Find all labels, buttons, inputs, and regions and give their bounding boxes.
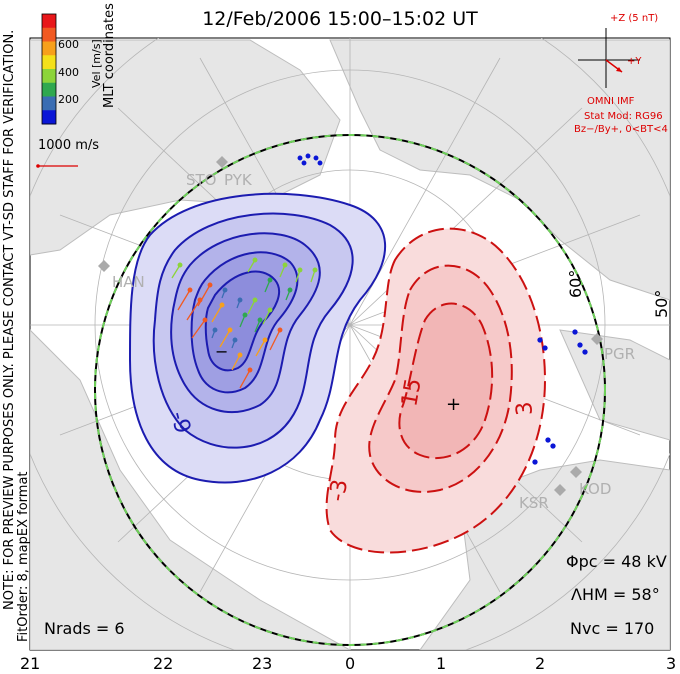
hm-boundary-dashes — [94, 134, 606, 646]
latitude-label-50: 50° — [652, 289, 671, 318]
stat-n-vc: Nvc = 170 — [570, 619, 655, 638]
imf-model: Stat Mod: RG96 — [584, 111, 663, 122]
stat-phi-pc: Φpc = 48 kV — [566, 552, 667, 571]
negative-potential-cell: − — [128, 192, 386, 484]
colorbar-swatch — [42, 14, 56, 29]
mlt-label-23: 23 — [252, 654, 273, 673]
imf-clock — [578, 28, 640, 88]
colorbar-swatch — [42, 96, 56, 111]
colorbar-tick-400: 400 — [58, 66, 79, 79]
plot-title: 12/Feb/2006 15:00–15:02 UT — [202, 8, 478, 30]
coordinates-label: MLT coordinates — [102, 3, 117, 108]
maximum-marker: + — [446, 394, 461, 415]
mlt-label-3: 3 — [666, 654, 677, 673]
fit-order-note: FitOrder: 8, mapEX format — [16, 471, 31, 642]
positive-potential-cell: + — [325, 227, 547, 554]
station-pyk: PYK — [224, 171, 252, 189]
mlt-label-0: 0 — [345, 654, 356, 673]
colorbar-swatch — [42, 27, 56, 42]
station-pgr: PGR — [604, 345, 636, 363]
mlt-label-2: 2 — [535, 654, 546, 673]
colorbar-swatch — [42, 55, 56, 70]
imf-source: OMNI IMF — [587, 96, 635, 107]
colorbar-swatch — [42, 69, 56, 84]
colorbar-tick-600: 600 — [58, 38, 79, 51]
colorbar-swatch — [42, 82, 56, 97]
station-markers — [98, 156, 603, 496]
mlt-label-1: 1 — [436, 654, 447, 673]
imf-condition: Bz−/By+, 0<BT<4 — [574, 124, 668, 135]
station-ksr: KSR — [519, 494, 549, 512]
mlt-label-21: 21 — [20, 654, 41, 673]
velocity-vectors — [171, 153, 588, 465]
imf-y-label: +Y — [627, 56, 642, 67]
minimum-marker: − — [215, 342, 228, 361]
contour-label-neg3: -3 — [324, 477, 354, 504]
velocity-scale-label: 1000 m/s — [38, 138, 100, 153]
velocity-scale-dot — [36, 164, 40, 168]
preview-note: NOTE: FOR PREVIEW PURPOSES ONLY. PLEASE … — [2, 29, 17, 610]
colorbar-tick-200: 200 — [58, 93, 79, 106]
colorbar-swatch — [42, 110, 56, 125]
colorbar-swatch — [42, 41, 56, 56]
colorbar — [41, 13, 57, 125]
mlt-label-22: 22 — [153, 654, 174, 673]
station-han: HAN — [112, 273, 145, 291]
station-sto: STO — [186, 171, 217, 189]
contour-label-15: 15 — [397, 376, 427, 409]
contour-label-3: 3 — [511, 400, 539, 417]
colorbar-border — [41, 13, 57, 125]
stat-lambda-hm: ΛHM = 58° — [571, 585, 660, 604]
station-kod: KOD — [579, 480, 612, 498]
imf-z-label: +Z (5 nT) — [610, 13, 659, 24]
stat-n-rads: Nrads = 6 — [44, 619, 125, 638]
latitude-label-60: 60° — [566, 269, 585, 298]
